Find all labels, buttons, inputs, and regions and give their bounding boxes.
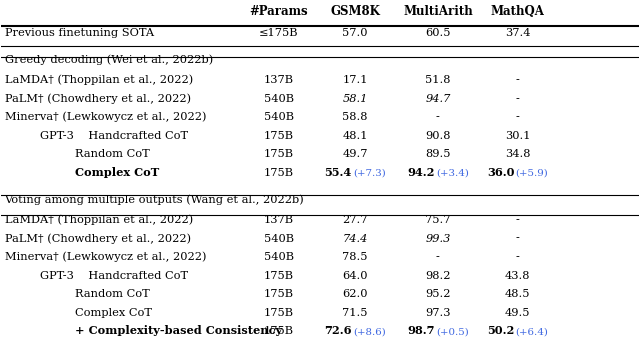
Text: 62.0: 62.0 <box>342 289 368 299</box>
Text: (+6.4): (+6.4) <box>516 327 548 336</box>
Text: 98.2: 98.2 <box>425 271 451 281</box>
Text: 57.0: 57.0 <box>342 28 368 38</box>
Text: GPT-3    Handcrafted CoT: GPT-3 Handcrafted CoT <box>40 131 188 141</box>
Text: GSM8K: GSM8K <box>330 5 380 18</box>
Text: 540B: 540B <box>264 252 294 262</box>
Text: 99.3: 99.3 <box>425 234 451 243</box>
Text: (+7.3): (+7.3) <box>353 169 386 178</box>
Text: 74.4: 74.4 <box>342 234 368 243</box>
Text: 97.3: 97.3 <box>425 308 451 318</box>
Text: MathQA: MathQA <box>491 5 545 18</box>
Text: 540B: 540B <box>264 112 294 122</box>
Text: Random CoT: Random CoT <box>75 289 149 299</box>
Text: 36.0: 36.0 <box>487 167 515 178</box>
Text: 94.2: 94.2 <box>407 167 435 178</box>
Text: 137B: 137B <box>264 75 294 85</box>
Text: 60.5: 60.5 <box>425 28 451 38</box>
Text: 30.1: 30.1 <box>505 131 531 141</box>
Text: #Params: #Params <box>249 5 308 18</box>
Text: (+8.6): (+8.6) <box>353 327 386 336</box>
Text: 175B: 175B <box>264 149 294 159</box>
Text: PaLM† (Chowdhery et al., 2022): PaLM† (Chowdhery et al., 2022) <box>4 93 191 104</box>
Text: 94.7: 94.7 <box>425 94 451 104</box>
Text: MultiArith: MultiArith <box>403 5 473 18</box>
Text: Complex CoT: Complex CoT <box>75 167 159 178</box>
Text: 175B: 175B <box>264 168 294 178</box>
Text: Random CoT: Random CoT <box>75 149 149 159</box>
Text: 175B: 175B <box>264 271 294 281</box>
Text: 72.6: 72.6 <box>324 325 352 336</box>
Text: -: - <box>516 94 520 104</box>
Text: 37.4: 37.4 <box>505 28 531 38</box>
Text: -: - <box>516 112 520 122</box>
Text: -: - <box>436 252 440 262</box>
Text: (+5.9): (+5.9) <box>516 169 548 178</box>
Text: -: - <box>516 234 520 243</box>
Text: PaLM† (Chowdhery et al., 2022): PaLM† (Chowdhery et al., 2022) <box>4 233 191 243</box>
Text: -: - <box>516 215 520 225</box>
Text: 49.7: 49.7 <box>342 149 368 159</box>
Text: 75.7: 75.7 <box>425 215 451 225</box>
Text: GPT-3    Handcrafted CoT: GPT-3 Handcrafted CoT <box>40 271 188 281</box>
Text: Greedy decoding (Wei et al., 2022b): Greedy decoding (Wei et al., 2022b) <box>4 54 213 65</box>
Text: 175B: 175B <box>264 308 294 318</box>
Text: 175B: 175B <box>264 131 294 141</box>
Text: + Complexity-based Consistency: + Complexity-based Consistency <box>75 325 282 336</box>
Text: 48.1: 48.1 <box>342 131 368 141</box>
Text: 95.2: 95.2 <box>425 289 451 299</box>
Text: 175B: 175B <box>264 289 294 299</box>
Text: -: - <box>516 252 520 262</box>
Text: 17.1: 17.1 <box>342 75 368 85</box>
Text: 55.4: 55.4 <box>324 167 352 178</box>
Text: 34.8: 34.8 <box>505 149 531 159</box>
Text: 58.1: 58.1 <box>342 94 368 104</box>
Text: -: - <box>436 112 440 122</box>
Text: LaMDA† (Thoppilan et al., 2022): LaMDA† (Thoppilan et al., 2022) <box>4 75 193 85</box>
Text: 27.7: 27.7 <box>342 215 368 225</box>
Text: Minerva† (Lewkowycz et al., 2022): Minerva† (Lewkowycz et al., 2022) <box>4 112 206 122</box>
Text: 51.8: 51.8 <box>425 75 451 85</box>
Text: 43.8: 43.8 <box>505 271 531 281</box>
Text: 48.5: 48.5 <box>505 289 531 299</box>
Text: 50.2: 50.2 <box>487 325 515 336</box>
Text: -: - <box>516 75 520 85</box>
Text: Voting among multiple outputs (Wang et al., 2022b): Voting among multiple outputs (Wang et a… <box>4 194 305 205</box>
Text: 89.5: 89.5 <box>425 149 451 159</box>
Text: 58.8: 58.8 <box>342 112 368 122</box>
Text: Complex CoT: Complex CoT <box>75 308 152 318</box>
Text: 540B: 540B <box>264 94 294 104</box>
Text: 137B: 137B <box>264 215 294 225</box>
Text: (+3.4): (+3.4) <box>436 169 469 178</box>
Text: 98.7: 98.7 <box>407 325 435 336</box>
Text: Previous finetuning SOTA: Previous finetuning SOTA <box>4 28 154 38</box>
Text: 49.5: 49.5 <box>505 308 531 318</box>
Text: 175B: 175B <box>264 326 294 336</box>
Text: (+0.5): (+0.5) <box>436 327 468 336</box>
Text: 540B: 540B <box>264 234 294 243</box>
Text: LaMDA† (Thoppilan et al., 2022): LaMDA† (Thoppilan et al., 2022) <box>4 214 193 225</box>
Text: 78.5: 78.5 <box>342 252 368 262</box>
Text: 71.5: 71.5 <box>342 308 368 318</box>
Text: 64.0: 64.0 <box>342 271 368 281</box>
Text: ≤175B: ≤175B <box>259 28 298 38</box>
Text: Minerva† (Lewkowycz et al., 2022): Minerva† (Lewkowycz et al., 2022) <box>4 252 206 262</box>
Text: 90.8: 90.8 <box>425 131 451 141</box>
